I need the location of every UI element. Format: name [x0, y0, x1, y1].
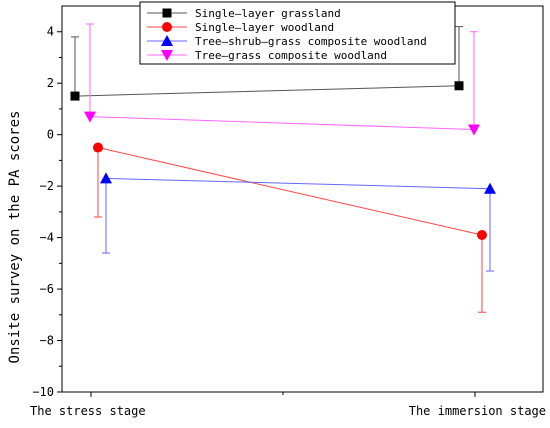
data-point-triangle-down [468, 124, 480, 136]
x-tick-label: The immersion stage [409, 404, 546, 418]
legend-label: Tree—grass composite woodland [195, 49, 387, 62]
data-point-triangle-up [100, 172, 112, 184]
y-tick-label: −8 [40, 334, 54, 348]
series-markers [70, 81, 496, 241]
y-axis-title: Onsite survey on the PA scores [7, 111, 23, 364]
y-tick-label: −6 [40, 282, 54, 296]
legend-label: Single—layer woodland [195, 21, 334, 34]
series-lines [74, 85, 491, 236]
y-tick-label: −10 [32, 385, 54, 399]
legend-label: Tree—shrub—grass composite woodland [195, 35, 427, 48]
y-tick-label: −2 [40, 179, 54, 193]
y-tick-label: 4 [47, 25, 54, 39]
data-point-circle [93, 142, 103, 153]
data-point-circle [477, 230, 487, 241]
y-tick-label: −4 [40, 231, 54, 245]
legend-box [139, 1, 456, 65]
data-point-triangle-up [484, 182, 496, 194]
series-line [74, 85, 460, 97]
series-line [97, 147, 483, 236]
data-point-square [70, 91, 80, 101]
y-tick-label: 0 [47, 128, 54, 142]
y-tick-label: 2 [47, 76, 54, 90]
data-point-triangle-down [84, 111, 96, 123]
x-tick-label: The stress stage [30, 404, 146, 418]
data-point-triangle-down [161, 50, 173, 61]
data-point-circle [162, 22, 172, 32]
x-axis-ticks: The stress stage The immersion stage [30, 392, 546, 418]
data-point-square [454, 81, 464, 91]
series-line [105, 177, 491, 190]
series-error-bars [71, 23, 494, 313]
data-point-triangle-up [161, 35, 173, 46]
legend-label: Single—layer grassland [195, 7, 341, 20]
data-point-square [162, 8, 172, 18]
y-axis-ticks: −10 −8 −6 −4 −2 0 2 4 [32, 25, 62, 399]
series-line [89, 116, 475, 131]
